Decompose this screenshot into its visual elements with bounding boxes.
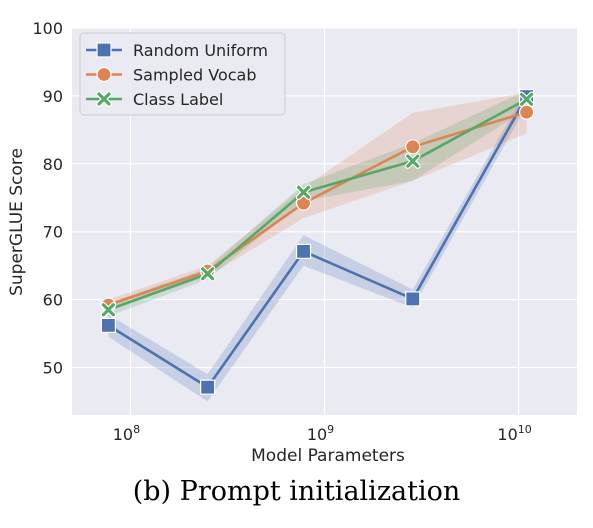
grid — [72, 27, 577, 415]
y-tick-label: 90 — [43, 87, 63, 106]
y-tick-label: 100 — [32, 19, 63, 38]
x-tick-label: 108 — [113, 423, 140, 444]
x-tick-labels: 108 109 1010 — [113, 423, 532, 444]
band-class-label — [108, 90, 527, 317]
figure-caption: (b) Prompt initialization — [132, 476, 461, 507]
point-class-label — [199, 266, 216, 282]
y-tick-label: 80 — [43, 155, 63, 174]
confidence-bands — [108, 89, 527, 402]
y-tick-label: 50 — [43, 358, 63, 377]
x-tick-label: 109 — [307, 423, 334, 444]
legend-marker — [96, 66, 112, 83]
y-tick-label: 70 — [43, 223, 63, 242]
point-random-uniform — [405, 291, 421, 307]
point-random-uniform — [295, 243, 312, 259]
legend-label: Sampled Vocab — [133, 66, 256, 85]
y-tick-labels: 50 60 70 80 90 100 — [32, 19, 63, 377]
line-chart: 50 60 70 80 90 100 108 109 1010 Model Parameter… — [7, 19, 577, 466]
band-random-uniform — [108, 89, 527, 402]
y-tick-label: 60 — [43, 291, 63, 310]
point-class-label — [295, 184, 312, 201]
point-random-uniform — [200, 379, 216, 395]
band-sampled-vocab — [108, 92, 527, 312]
x-tick-label: 1010 — [497, 423, 531, 444]
legend-label: Class Label — [133, 90, 223, 109]
x-axis-title: Model Parameters — [251, 446, 405, 466]
legend-marker — [96, 91, 112, 107]
point-class-label — [100, 302, 117, 318]
point-class-label — [518, 91, 535, 108]
legend-marker — [96, 42, 112, 58]
legend-box — [79, 32, 286, 116]
point-random-uniform — [100, 317, 116, 333]
series-markers — [100, 88, 535, 395]
y-axis-title: SuperGLUE Score — [7, 148, 27, 296]
legend: Random Uniform Sampled Vocab Class Label — [79, 32, 286, 116]
legend-label: Random Uniform — [133, 41, 268, 60]
point-sampled-vocab — [405, 139, 421, 155]
point-class-label — [405, 153, 421, 169]
point-sampled-vocab — [519, 104, 535, 120]
